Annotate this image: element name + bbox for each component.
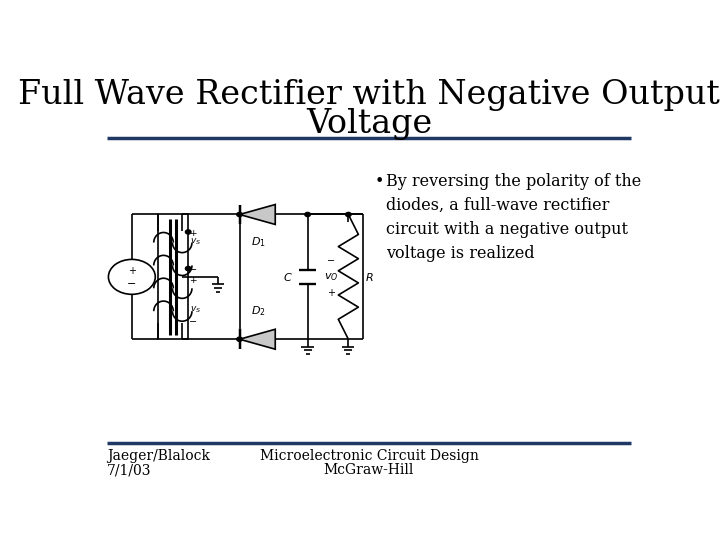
Text: Microelectronic Circuit Design: Microelectronic Circuit Design [260, 449, 478, 463]
Circle shape [346, 212, 351, 217]
Text: •: • [374, 173, 384, 190]
Text: $v_S$: $v_S$ [190, 305, 202, 315]
Text: McGraw-Hill: McGraw-Hill [324, 463, 414, 477]
Circle shape [237, 337, 243, 341]
Circle shape [186, 230, 191, 234]
Text: $R$: $R$ [365, 271, 374, 283]
Polygon shape [240, 329, 275, 349]
Circle shape [237, 212, 243, 217]
Text: −: − [189, 265, 197, 275]
Text: +: + [128, 266, 136, 276]
Text: Full Wave Rectifier with Negative Output: Full Wave Rectifier with Negative Output [18, 79, 720, 111]
Text: +: + [189, 276, 197, 285]
Text: Voltage: Voltage [306, 109, 432, 140]
Bar [158, 214, 188, 339]
Polygon shape [240, 205, 275, 225]
Text: +: + [327, 288, 335, 299]
Text: voltage is realized: voltage is realized [386, 245, 534, 262]
Text: −: − [189, 317, 197, 327]
Text: $D_2$: $D_2$ [251, 305, 266, 319]
Text: +: + [189, 229, 197, 238]
Text: $v_S$: $v_S$ [190, 237, 202, 247]
Circle shape [186, 266, 191, 271]
Text: By reversing the polarity of the: By reversing the polarity of the [386, 173, 641, 190]
Text: −: − [127, 279, 137, 289]
Text: $v_O$: $v_O$ [324, 271, 338, 283]
Text: diodes, a full-wave rectifier: diodes, a full-wave rectifier [386, 197, 609, 214]
Circle shape [305, 212, 310, 217]
Text: $C$: $C$ [283, 271, 292, 283]
Text: $D_1$: $D_1$ [251, 235, 266, 249]
Text: Jaeger/Blalock: Jaeger/Blalock [107, 449, 210, 463]
Text: 7/1/03: 7/1/03 [107, 463, 151, 477]
Text: −: − [327, 256, 335, 266]
Text: circuit with a negative output: circuit with a negative output [386, 221, 628, 238]
